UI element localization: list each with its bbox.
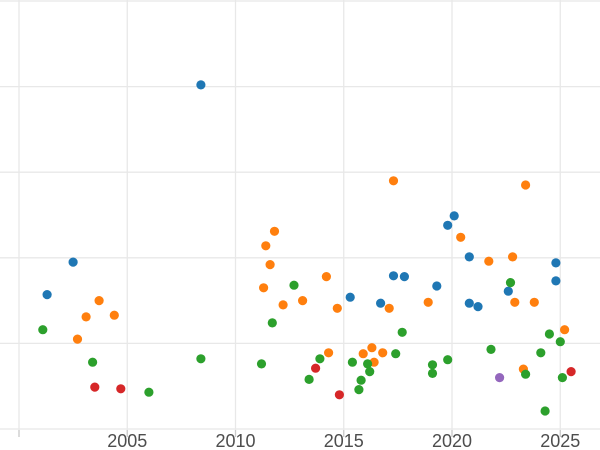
data-point-orange bbox=[278, 300, 288, 310]
data-point-green bbox=[427, 360, 438, 370]
data-point-green bbox=[289, 280, 299, 290]
data-point-green bbox=[196, 354, 206, 364]
data-point-orange bbox=[259, 283, 269, 293]
data-point-blue bbox=[399, 272, 409, 282]
data-point-green bbox=[443, 355, 453, 365]
data-point-blue bbox=[443, 220, 453, 230]
data-point-orange bbox=[332, 303, 342, 313]
data-point-green bbox=[354, 385, 364, 395]
x-tick-label-2020: 2020 bbox=[432, 431, 472, 450]
data-point-orange bbox=[521, 180, 531, 190]
data-point-orange bbox=[423, 297, 433, 307]
x-tick-label-2025: 2025 bbox=[540, 431, 580, 450]
data-point-red bbox=[566, 367, 576, 377]
data-point-green bbox=[365, 367, 375, 377]
data-point-green bbox=[536, 348, 546, 358]
data-point-blue bbox=[464, 298, 474, 308]
data-point-blue bbox=[473, 302, 483, 312]
data-point-orange bbox=[456, 232, 466, 242]
data-point-red bbox=[334, 390, 344, 400]
data-point-green bbox=[347, 357, 357, 367]
data-point-green bbox=[267, 318, 277, 328]
data-point-orange bbox=[384, 303, 394, 313]
data-point-orange bbox=[94, 296, 104, 306]
data-point-green bbox=[38, 325, 48, 335]
data-point-green bbox=[521, 369, 531, 379]
data-point-orange bbox=[269, 226, 280, 236]
data-point-orange bbox=[378, 348, 388, 358]
data-point-orange bbox=[261, 241, 271, 251]
data-point-blue bbox=[464, 252, 474, 262]
data-point-orange bbox=[109, 310, 119, 320]
data-point-blue bbox=[432, 281, 442, 291]
x-tick-label-2005: 2005 bbox=[107, 431, 147, 450]
x-tick-label-2015: 2015 bbox=[324, 431, 364, 450]
data-point-green bbox=[505, 278, 516, 288]
data-point-blue bbox=[388, 271, 399, 281]
data-point-orange bbox=[81, 312, 91, 322]
data-point-orange bbox=[265, 260, 275, 270]
data-point-green bbox=[486, 344, 496, 354]
data-point-blue bbox=[376, 298, 386, 308]
data-point-purple bbox=[495, 373, 505, 383]
data-point-orange bbox=[358, 349, 368, 359]
x-tick-label-2010: 2010 bbox=[215, 431, 255, 450]
data-point-orange bbox=[388, 176, 399, 186]
data-point-orange bbox=[298, 296, 308, 306]
data-point-orange bbox=[560, 325, 570, 335]
data-point-green bbox=[397, 327, 407, 337]
data-point-green bbox=[356, 375, 366, 385]
data-point-green bbox=[544, 329, 555, 339]
data-point-green bbox=[540, 406, 550, 416]
data-point-orange bbox=[510, 297, 520, 307]
data-point-green bbox=[391, 349, 401, 359]
data-point-orange bbox=[507, 252, 518, 262]
data-point-red bbox=[116, 384, 126, 394]
data-point-blue bbox=[196, 80, 206, 90]
data-point-orange bbox=[321, 272, 331, 282]
data-point-green bbox=[555, 337, 565, 347]
data-point-green bbox=[315, 354, 325, 364]
data-point-orange bbox=[324, 348, 334, 358]
data-point-green bbox=[304, 374, 314, 384]
data-point-red bbox=[311, 363, 321, 373]
data-point-green bbox=[256, 359, 267, 369]
data-point-red bbox=[90, 382, 100, 392]
data-point-blue bbox=[42, 290, 52, 300]
data-point-blue bbox=[449, 211, 459, 221]
data-point-orange bbox=[367, 343, 377, 353]
data-point-green bbox=[557, 373, 568, 383]
data-point-blue bbox=[551, 258, 561, 268]
data-point-orange bbox=[529, 297, 539, 307]
data-point-green bbox=[427, 368, 438, 378]
data-point-blue bbox=[68, 257, 78, 267]
data-point-blue bbox=[345, 292, 355, 302]
data-point-green bbox=[144, 387, 154, 397]
data-point-blue bbox=[551, 276, 561, 286]
data-point-green bbox=[363, 359, 373, 369]
data-point-blue bbox=[503, 286, 513, 296]
data-point-orange bbox=[72, 334, 83, 344]
data-point-orange bbox=[484, 256, 494, 266]
data-point-green bbox=[88, 357, 98, 367]
